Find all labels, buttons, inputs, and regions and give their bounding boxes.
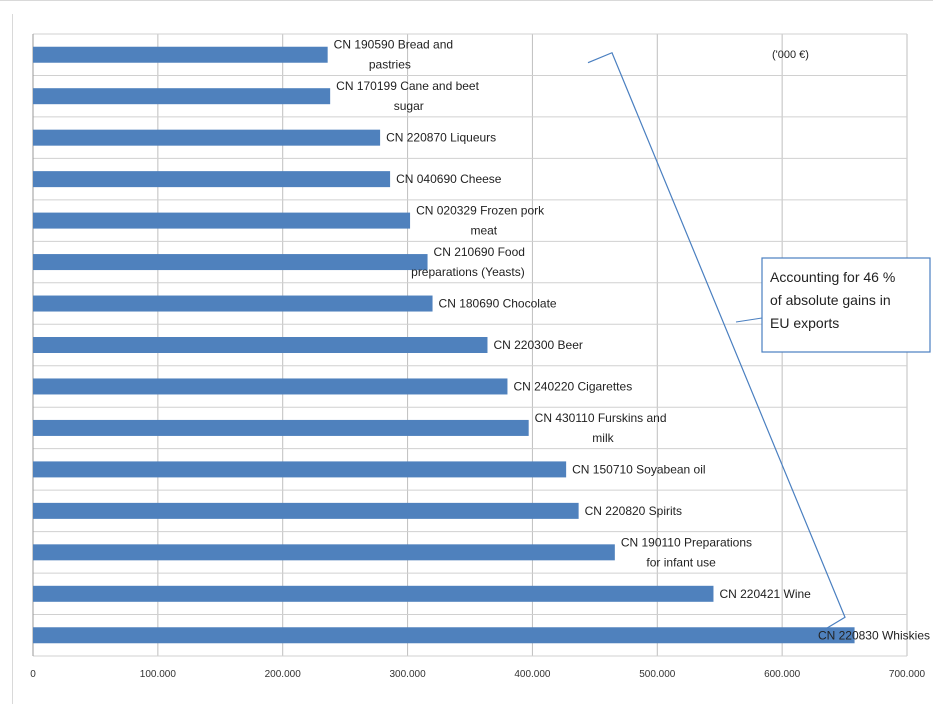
bar-label-line: CN 170199 Cane and beet [336, 79, 479, 93]
bar-label: CN 220300 Beer [493, 338, 582, 352]
bar-label-line: CN 190110 Preparations [621, 535, 752, 549]
bar [33, 88, 331, 105]
bar-label: CN 190590 Bread and pastries [334, 38, 453, 72]
x-tick-label: 600.000 [764, 669, 801, 680]
bar-label-line: CN 210690 Food [434, 245, 525, 259]
bar-layer [33, 46, 855, 644]
bar [33, 544, 615, 561]
bar-label: CN 430110 Furskins and milk [535, 411, 667, 445]
bar-label-line: CN 020329 Frozen pork [416, 204, 545, 218]
annotation-layer: Accounting for 46 % of absolute gains in E… [587, 51, 931, 630]
x-tick-label: 400.000 [514, 669, 551, 680]
bar-label-line: CN 220820 Spirits [585, 504, 682, 518]
bar-label: CN 180690 Chocolate [439, 297, 557, 311]
bar [33, 295, 433, 312]
bar-label-line: CN 220421 Wine [719, 587, 811, 601]
annotation-text-line: of absolute gains in [770, 292, 891, 308]
bar [33, 419, 529, 436]
tick-layer: 0 100.000 200.000 300.000 400.000 500.000 600.… [30, 669, 925, 680]
bar-label-line: CN 150710 Soyabean oil [572, 462, 705, 476]
bar-label-line: CN 430110 Furskins and [535, 411, 667, 425]
bar-label: CN 020329 Frozen pork meat [416, 204, 545, 238]
unit-label: ('000 €) [772, 49, 809, 61]
bar-label-line: for infant use [646, 555, 716, 569]
bar [33, 171, 391, 188]
bar [33, 585, 714, 602]
bar [33, 337, 488, 353]
bar [33, 212, 411, 229]
grid-layer [32, 33, 908, 657]
label-layer: CN 190590 Bread and pastries CN 170199 Can… [334, 38, 930, 643]
bar-label-line: CN 180690 Chocolate [439, 297, 557, 311]
bar-label: CN 040690 Cheese [396, 172, 502, 186]
bar-label-line: CN 240220 Cigarettes [513, 379, 632, 393]
bar-label: CN 220830 Whiskies [818, 628, 930, 642]
frame-left-border [12, 14, 13, 704]
bar [33, 627, 855, 644]
bar-label: CN 220421 Wine [719, 587, 811, 601]
bar-label-line: pastries [369, 58, 411, 72]
x-tick-label: 0 [30, 669, 36, 680]
bar-label: CN 210690 Food preparations (Yeasts) [411, 245, 525, 279]
bar [33, 129, 381, 146]
frame-top-border [0, 0, 933, 1]
x-tick-label: 700.000 [889, 669, 926, 680]
annotation-bracket [587, 51, 846, 630]
bar-label: CN 170199 Cane and beet sugar [336, 79, 479, 113]
bar-label-line: CN 220830 Whiskies [818, 628, 930, 642]
bar-label: CN 240220 Cigarettes [513, 379, 632, 393]
x-tick-label: 300.000 [389, 669, 426, 680]
bar-label-line: CN 040690 Cheese [396, 172, 502, 186]
bar-label-line: preparations (Yeasts) [411, 265, 525, 279]
bar-label: CN 220870 Liqueurs [386, 131, 496, 145]
x-tick-label: 200.000 [265, 669, 302, 680]
annotation-connector [735, 317, 763, 323]
bar [33, 502, 579, 519]
bar [33, 378, 508, 395]
bar-label-line: milk [592, 431, 614, 445]
bar [33, 254, 428, 271]
bar-label-line: CN 220870 Liqueurs [386, 131, 496, 145]
bar-label-line: CN 190590 Bread and [334, 38, 453, 52]
bar-label: CN 190110 Preparations for infant use [621, 535, 752, 569]
x-tick-label: 100.000 [140, 669, 177, 680]
bar-label-line: sugar [394, 99, 424, 113]
bar-label-line: meat [470, 224, 497, 238]
annotation-text-line: EU exports [770, 315, 839, 331]
bar-label-line: CN 220300 Beer [493, 338, 582, 352]
bar [33, 46, 328, 63]
bar-label: CN 220820 Spirits [585, 504, 682, 518]
annotation-box [761, 257, 931, 353]
bar [33, 461, 567, 478]
annotation-text-line: Accounting for 46 % [770, 269, 895, 285]
x-tick-label: 500.000 [639, 669, 676, 680]
bar-label: CN 150710 Soyabean oil [572, 462, 705, 476]
